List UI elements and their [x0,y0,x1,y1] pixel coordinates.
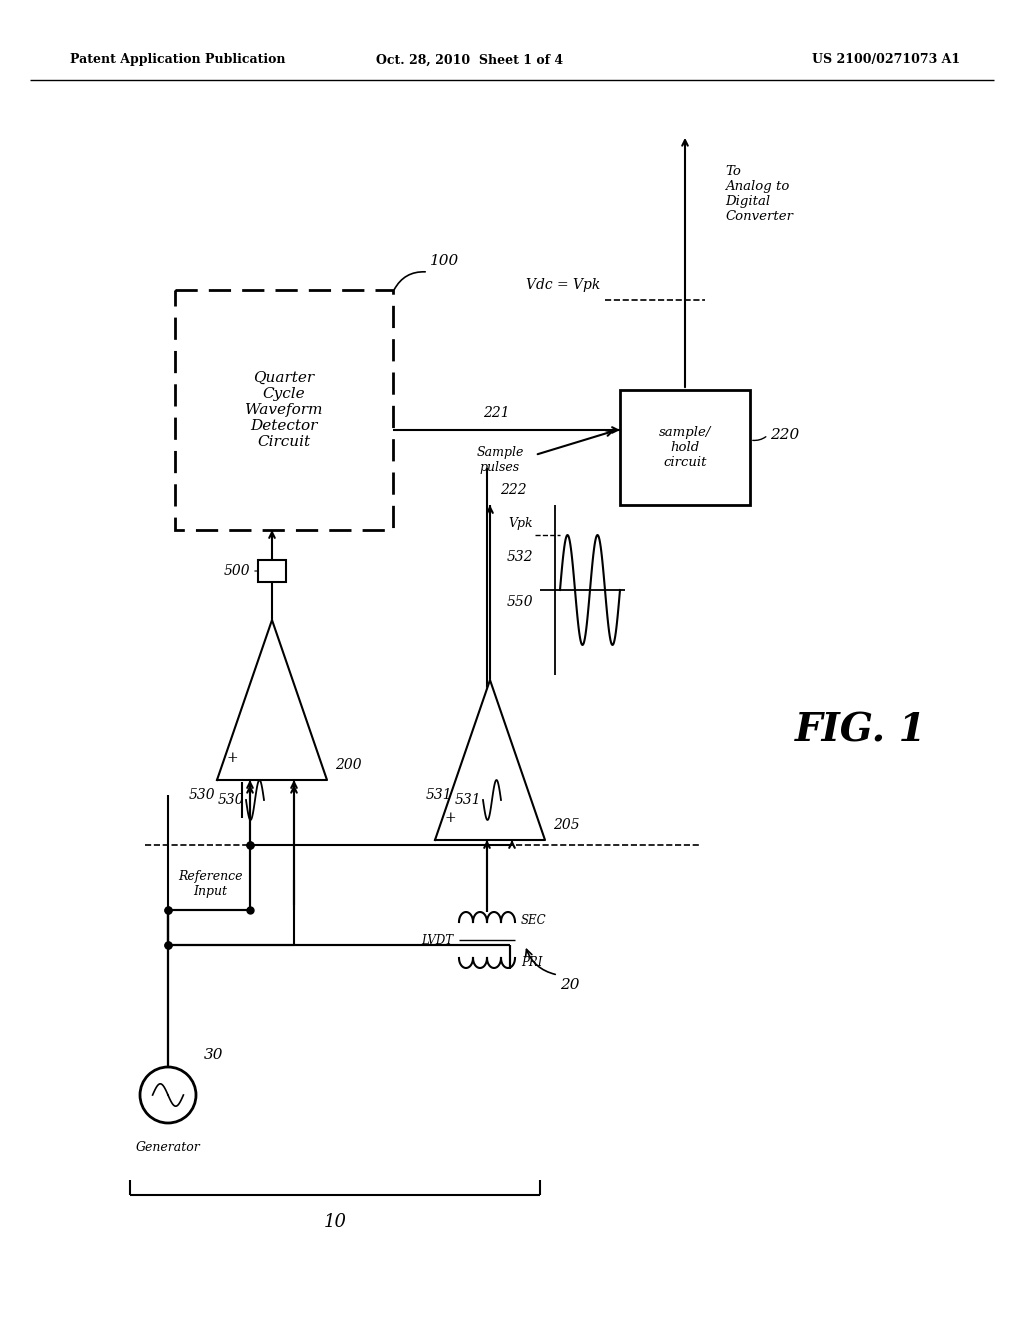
Text: PRI: PRI [521,956,543,969]
Text: 30: 30 [204,1048,223,1063]
Text: Generator: Generator [135,1140,201,1154]
Text: 530: 530 [218,793,245,807]
Text: US 2100/0271073 A1: US 2100/0271073 A1 [812,54,961,66]
Text: 500: 500 [223,564,250,578]
Text: 531: 531 [455,793,481,807]
Text: SEC: SEC [521,913,547,927]
FancyArrowPatch shape [525,949,555,974]
Text: 530: 530 [188,788,215,803]
Text: +: + [445,810,457,825]
Text: 100: 100 [430,253,459,268]
Text: 531: 531 [425,788,452,803]
Text: FIG. 1: FIG. 1 [795,711,927,748]
Polygon shape [435,680,545,840]
Bar [175,290,393,531]
Text: 532: 532 [507,550,534,564]
Text: 220: 220 [770,428,800,442]
Text: Quarter
Cycle
Waveform
Detector
Circuit: Quarter Cycle Waveform Detector Circuit [246,371,323,449]
Text: 20: 20 [560,978,580,993]
FancyArrowPatch shape [753,437,766,441]
Text: Sample
pulses: Sample pulses [476,446,523,474]
Text: Patent Application Publication: Patent Application Publication [70,54,286,66]
Text: sample/
hold
circuit: sample/ hold circuit [658,426,712,469]
Text: 550: 550 [507,595,534,609]
Text: To
Analog to
Digital
Converter: To Analog to Digital Converter [725,165,793,223]
Text: 10: 10 [324,1213,346,1232]
Text: Vpk: Vpk [508,517,534,531]
Text: +: + [227,751,239,766]
Text: Reference
Input: Reference Input [178,870,243,898]
Text: 200: 200 [335,758,361,772]
Text: LVDT: LVDT [421,933,453,946]
Bar [258,560,286,582]
Bar [620,389,750,506]
Text: Vdc = Vpk: Vdc = Vpk [525,279,600,292]
Text: 205: 205 [553,818,580,832]
Polygon shape [217,620,327,780]
Text: 221: 221 [483,407,510,420]
FancyArrowPatch shape [394,272,425,289]
Text: 222: 222 [500,483,526,498]
Text: Oct. 28, 2010  Sheet 1 of 4: Oct. 28, 2010 Sheet 1 of 4 [377,54,563,66]
